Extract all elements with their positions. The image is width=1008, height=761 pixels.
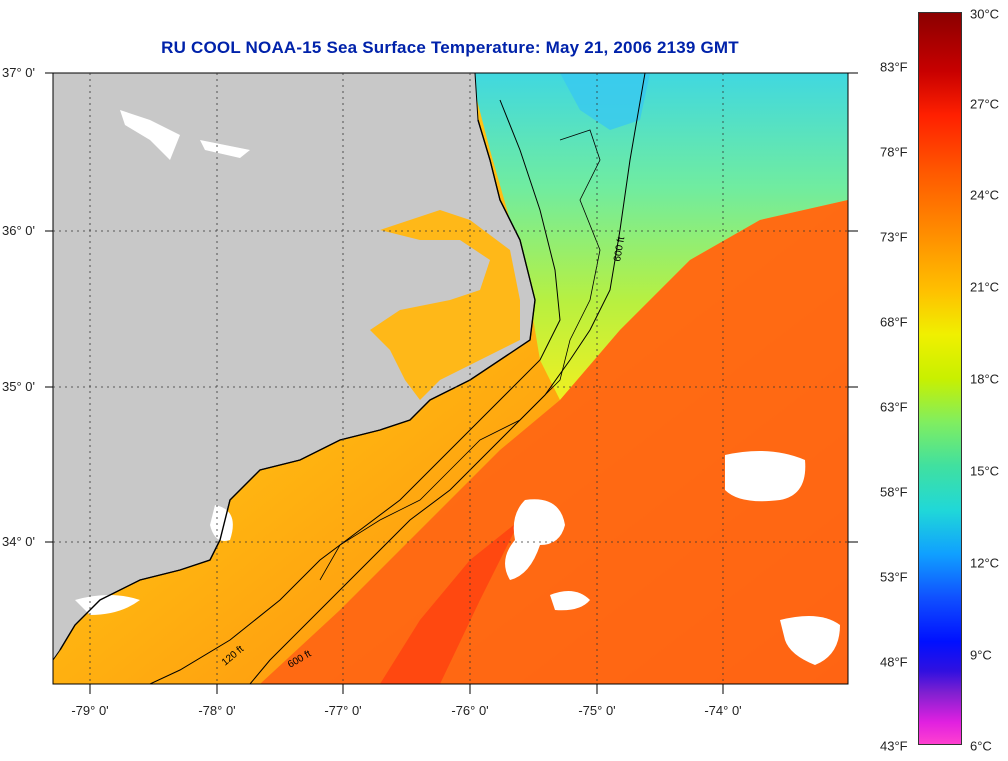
colorbar-label-c: 24°C xyxy=(970,187,1000,203)
colorbar-label-c: 27°C xyxy=(970,96,1000,112)
contour-label-600ft-b: 600 ft xyxy=(612,236,627,263)
longitude-label: -79° 0' xyxy=(71,703,109,718)
colorbar-label-c: 30°C xyxy=(970,6,1000,22)
contour-120ft-detail xyxy=(319,129,601,581)
cloud-patch xyxy=(550,591,590,611)
colorbar-label-f: 43°F xyxy=(880,738,908,754)
cloud-patch xyxy=(780,616,840,665)
sound-water xyxy=(370,210,520,400)
gulf-stream-core xyxy=(380,520,520,684)
gulf-stream-water xyxy=(260,200,848,684)
colorbar-label-c: 12°C xyxy=(970,555,1000,571)
colorbar-label-f: 78°F xyxy=(880,144,908,160)
latitude-label: 36° 0' xyxy=(2,223,35,238)
map-frame xyxy=(52,72,849,685)
colorbar-label-f: 58°F xyxy=(880,484,908,500)
axis-ticks xyxy=(45,72,858,694)
cold-core xyxy=(560,73,650,130)
longitude-label: -74° 0' xyxy=(704,703,742,718)
contour-120ft xyxy=(149,99,561,684)
cloud-patch xyxy=(75,595,140,615)
colorbar-label-c: 6°C xyxy=(970,738,992,754)
latitude-label: 34° 0' xyxy=(2,534,35,549)
longitude-label: -78° 0' xyxy=(198,703,236,718)
latitude-label: 35° 0' xyxy=(2,379,35,394)
temperature-colorbar xyxy=(918,12,962,745)
cool-water-region xyxy=(470,73,848,400)
coastline xyxy=(59,119,536,651)
map-title: RU COOL NOAA-15 Sea Surface Temperature:… xyxy=(161,38,739,57)
colorbar-label-f: 73°F xyxy=(880,229,908,245)
longitude-label: -76° 0' xyxy=(451,703,489,718)
cloud-patch xyxy=(505,499,565,580)
inland-lake xyxy=(200,140,250,158)
graticule xyxy=(53,73,848,684)
contour-600ft xyxy=(249,73,646,684)
colorbar-label-c: 9°C xyxy=(970,647,992,663)
colorbar-label-f: 83°F xyxy=(880,59,908,75)
colorbar-label-f: 68°F xyxy=(880,314,908,330)
colorbar-label-c: 21°C xyxy=(970,279,1000,295)
inland-lake xyxy=(120,110,180,160)
longitude-label: -75° 0' xyxy=(578,703,616,718)
colorbar-label-f: 53°F xyxy=(880,569,908,585)
colorbar-label-f: 48°F xyxy=(880,654,908,670)
latitude-label: 37° 0' xyxy=(2,65,35,80)
colorbar-label-c: 15°C xyxy=(970,463,1000,479)
colorbar-label-f: 63°F xyxy=(880,399,908,415)
longitude-label: -77° 0' xyxy=(324,703,362,718)
colorbar-label-c: 18°C xyxy=(970,371,1000,387)
cloud-patch xyxy=(725,451,806,502)
